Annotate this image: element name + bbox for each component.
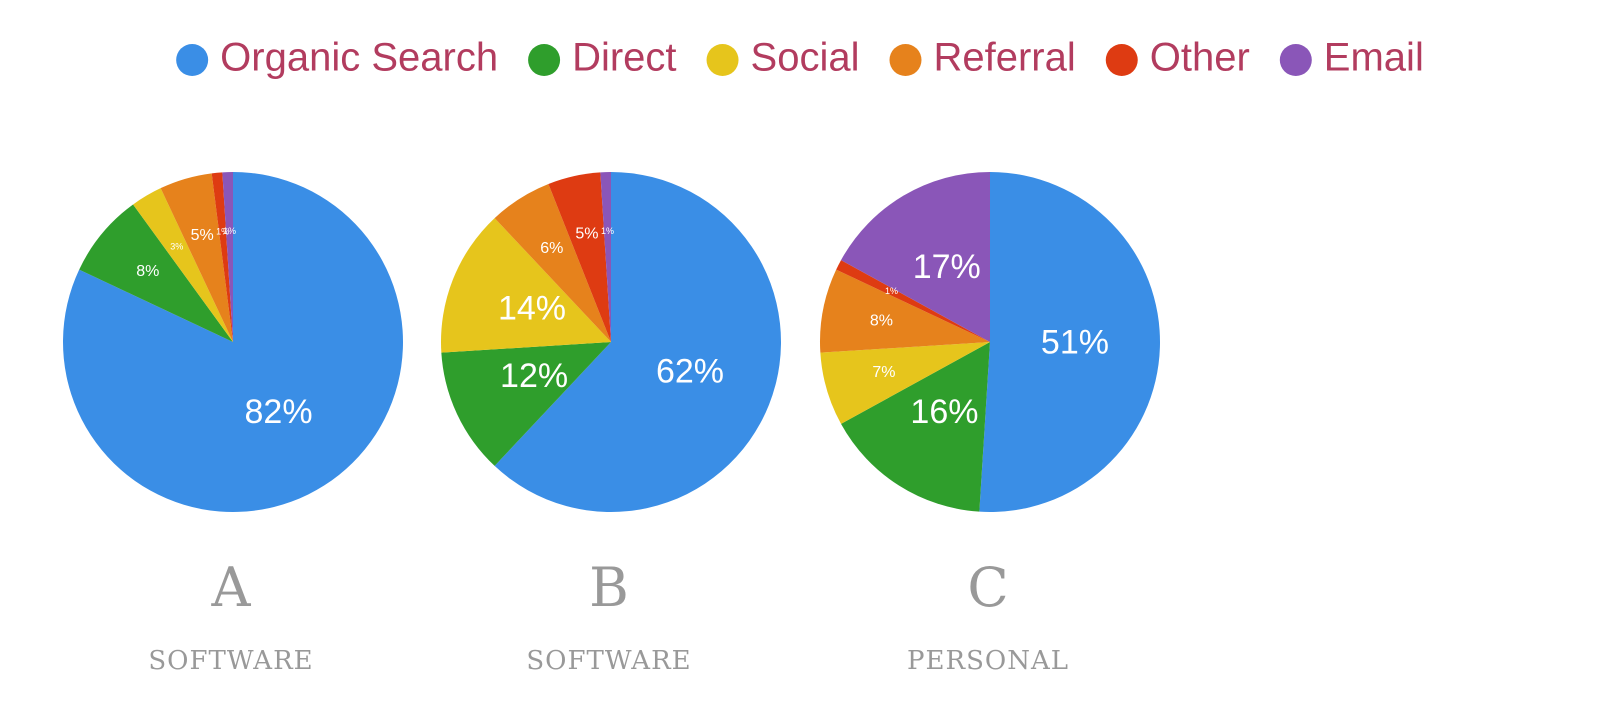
- pie-slice: Organic Search: [494, 172, 781, 512]
- data-label: 7%: [872, 364, 895, 381]
- data-label: 1%: [216, 226, 229, 236]
- data-label: 8%: [136, 263, 159, 280]
- pie-slice: Social: [820, 342, 990, 424]
- data-label: 16%: [910, 393, 978, 431]
- chart-subtitle: SOFTWARE: [526, 646, 691, 676]
- pie-slice: Other: [836, 260, 990, 342]
- legend-label: Other: [1150, 36, 1250, 80]
- pie-slice: Social: [441, 218, 611, 353]
- chart-title: A: [211, 556, 252, 619]
- legend-marker: [1105, 44, 1138, 76]
- data-label: 6%: [540, 240, 563, 257]
- data-label: 62%: [656, 352, 724, 390]
- legend-label: Organic Search: [220, 36, 498, 80]
- legend-marker: [706, 44, 739, 76]
- legend: Organic Search Direct Social Referral Other E…: [176, 36, 1424, 80]
- data-label: 3%: [170, 241, 183, 251]
- legend-marker: [176, 44, 209, 76]
- data-label: 5%: [191, 227, 214, 244]
- pie-slice: Email: [841, 172, 990, 342]
- data-label: 12%: [500, 357, 568, 395]
- pie-slice: Other: [548, 172, 611, 342]
- data-label: 1%: [601, 226, 614, 236]
- pie-slice: Organic Search: [62, 172, 403, 513]
- data-label: 8%: [870, 313, 893, 330]
- pie-slice: Email: [600, 172, 611, 342]
- data-label: 14%: [498, 290, 566, 328]
- legend-label: Social: [751, 36, 860, 80]
- pie-slice: Social: [133, 188, 233, 342]
- chart-subtitle: SOFTWARE: [148, 646, 313, 676]
- pie-slice: Referral: [160, 173, 233, 342]
- legend-label: Referral: [933, 36, 1075, 80]
- data-label: 1%: [223, 226, 236, 236]
- legend-marker: [1279, 44, 1312, 76]
- pie-slice: Direct: [441, 342, 611, 466]
- data-label: 1%: [885, 286, 898, 296]
- chart-title: B: [589, 556, 629, 619]
- legend-label: Direct: [572, 36, 676, 80]
- pie-slice: Direct: [841, 342, 990, 512]
- pie-slice: Direct: [79, 204, 233, 342]
- data-label: 5%: [575, 225, 598, 242]
- chart-subtitle: PERSONAL: [907, 646, 1069, 676]
- pie-slice: Other: [211, 172, 233, 342]
- legend-label: Email: [1324, 36, 1424, 80]
- legend-marker: [528, 44, 561, 76]
- data-label: 17%: [913, 248, 981, 286]
- pie-slice: Organic Search: [979, 172, 1160, 512]
- pie-slice: Referral: [820, 269, 990, 353]
- pie-slice: Referral: [494, 183, 611, 342]
- data-label: 82%: [245, 393, 313, 431]
- legend-marker: [889, 44, 922, 76]
- pie-slice: Email: [222, 172, 233, 342]
- chart-title: C: [967, 556, 1008, 619]
- data-label: 51%: [1041, 324, 1109, 362]
